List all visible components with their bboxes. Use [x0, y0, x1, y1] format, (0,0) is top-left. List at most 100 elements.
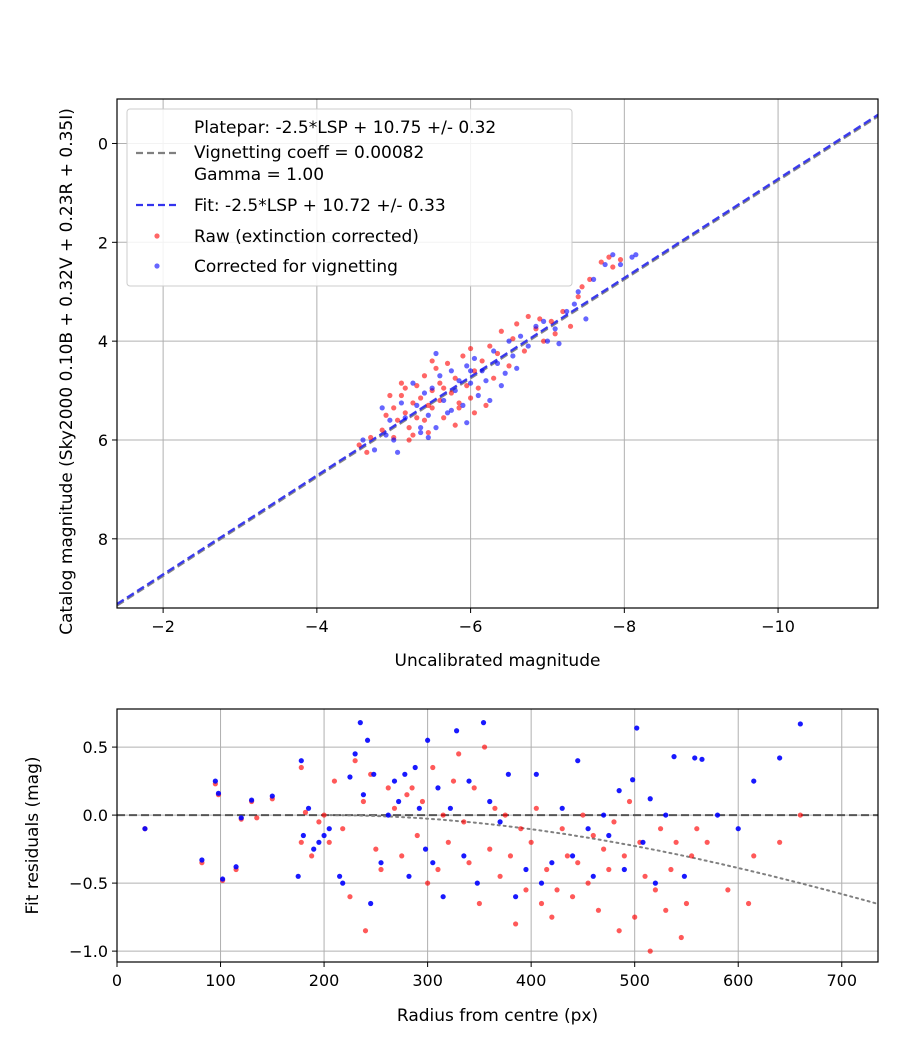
- residual-point: [454, 728, 460, 734]
- residual-point: [523, 887, 529, 893]
- data-point: [598, 259, 604, 265]
- residual-point: [704, 839, 710, 845]
- residual-point: [689, 853, 695, 859]
- residual-point: [751, 853, 757, 859]
- residual-point: [347, 894, 353, 900]
- data-point: [590, 276, 597, 282]
- residual-point: [630, 777, 636, 783]
- bottom-x-tick-label: 100: [205, 971, 236, 990]
- bottom-x-tick-label: 0: [112, 971, 122, 990]
- data-point: [379, 427, 385, 433]
- residual-point: [480, 720, 487, 726]
- data-point: [387, 417, 393, 423]
- residual-point: [309, 853, 315, 859]
- bottom-y-axis-label: Fit residuals (mag): [23, 757, 43, 915]
- residual-point: [549, 860, 555, 866]
- data-point: [379, 405, 385, 411]
- residual-point: [569, 894, 576, 900]
- data-point: [425, 429, 431, 436]
- fit-line: [117, 115, 878, 607]
- residual-point: [725, 887, 731, 893]
- bottom-x-tick-label: 400: [516, 971, 547, 990]
- data-point: [510, 336, 516, 342]
- residual-point: [142, 826, 148, 832]
- residual-point: [797, 721, 803, 727]
- bottom-y-tick-label: 0.0: [83, 806, 108, 825]
- residual-point: [447, 805, 453, 811]
- bottom-x-axis-label: Radius from centre (px): [397, 1006, 598, 1026]
- top-data-points: [356, 252, 639, 455]
- data-point: [498, 383, 504, 389]
- residual-point: [269, 793, 275, 799]
- data-point: [448, 407, 454, 413]
- data-point: [541, 338, 547, 344]
- residual-point: [564, 853, 570, 859]
- data-point: [491, 348, 497, 354]
- residual-point: [595, 907, 602, 913]
- residual-point: [505, 771, 511, 777]
- data-point: [383, 432, 389, 438]
- residual-point: [360, 798, 367, 805]
- residual-point: [528, 839, 534, 845]
- residual-point: [569, 853, 576, 859]
- residual-point: [694, 826, 700, 832]
- residual-point: [430, 860, 436, 866]
- data-point: [364, 449, 370, 455]
- data-point: [467, 368, 474, 374]
- residual-point: [340, 880, 346, 886]
- residual-point: [302, 809, 309, 815]
- residual-point: [673, 839, 679, 845]
- data-point: [475, 392, 481, 399]
- residual-point: [298, 758, 304, 764]
- residual-point: [337, 873, 343, 879]
- residual-point: [492, 805, 498, 811]
- residual-point: [647, 796, 653, 802]
- top-axis-ticks: −2 −4 −6 −8 −10 0 2 4 6 8: [98, 134, 795, 636]
- legend-label-raw: Raw (extinction corrected): [194, 227, 419, 247]
- residual-point: [626, 798, 633, 805]
- residual-point: [430, 764, 436, 771]
- legend-label-gamma: Gamma = 1.00: [194, 165, 324, 185]
- data-point: [460, 402, 466, 408]
- residual-point: [378, 866, 384, 873]
- data-point: [487, 397, 493, 404]
- residual-point: [590, 832, 596, 839]
- data-point: [633, 252, 639, 258]
- residual-point: [298, 839, 304, 845]
- residual-point: [601, 812, 607, 818]
- residual-point: [487, 798, 493, 805]
- data-point: [506, 338, 512, 344]
- residual-point: [523, 866, 529, 873]
- residual-point: [621, 853, 627, 859]
- residual-point: [399, 853, 405, 859]
- data-point: [441, 397, 447, 404]
- residual-point: [461, 819, 467, 825]
- data-point: [448, 390, 454, 396]
- data-point: [391, 405, 397, 411]
- data-point: [456, 400, 462, 406]
- data-point: [437, 397, 443, 404]
- data-point: [452, 387, 458, 394]
- residual-point: [533, 805, 539, 811]
- data-point: [433, 365, 439, 371]
- bottom-x-tick-label: 200: [309, 971, 340, 990]
- data-point: [498, 328, 504, 334]
- data-point: [356, 442, 362, 448]
- data-point: [602, 261, 608, 268]
- residual-point: [647, 948, 653, 954]
- residual-point: [412, 764, 418, 771]
- data-point: [421, 390, 428, 396]
- legend-label-corrected: Corrected for vignetting: [194, 257, 398, 277]
- data-point: [437, 380, 443, 386]
- residual-point: [435, 866, 441, 873]
- residual-point: [487, 846, 493, 852]
- residual-point: [513, 894, 519, 900]
- data-point: [371, 447, 378, 453]
- data-point: [418, 425, 424, 431]
- data-point: [475, 385, 481, 391]
- residual-point: [233, 864, 239, 870]
- residual-point: [642, 873, 648, 879]
- residual-point: [199, 857, 205, 863]
- bottom-y-tick-label: 0.5: [83, 738, 108, 757]
- residual-point: [681, 873, 687, 879]
